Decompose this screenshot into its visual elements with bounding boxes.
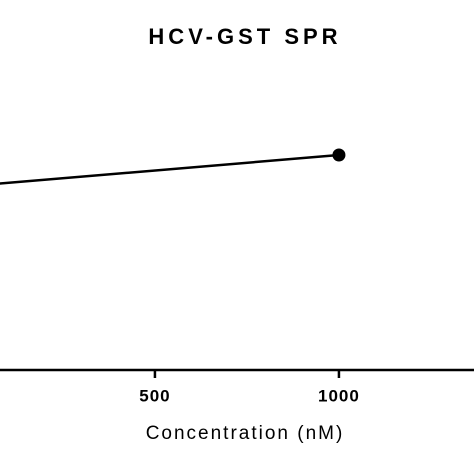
plot-area	[0, 148, 346, 185]
x-tick-label: 1000	[318, 386, 360, 405]
x-axis-label: Concentration (nM)	[146, 423, 345, 444]
data-point	[332, 148, 346, 162]
x-tick-label: 500	[139, 386, 170, 405]
data-line	[0, 153, 340, 185]
chart-title: HCV-GST SPR	[148, 24, 341, 49]
